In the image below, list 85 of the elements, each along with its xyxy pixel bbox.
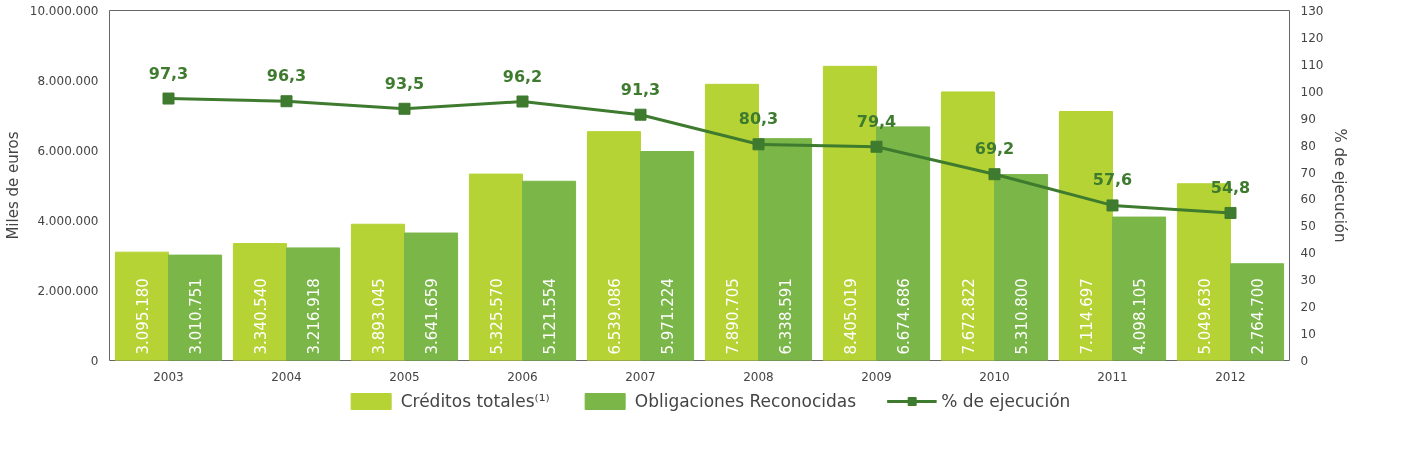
y2-tick-label: 40 <box>1300 246 1316 261</box>
point <box>1224 206 1237 219</box>
y2-tick-label: 20 <box>1300 300 1316 315</box>
bar <box>758 138 813 361</box>
x-tick-label: 2006 <box>507 369 538 384</box>
data-label: 7.672.822 <box>959 278 978 355</box>
y-tick-label: 8.000.000 <box>37 74 99 88</box>
y2-tick-label: 50 <box>1300 219 1316 234</box>
y2-tick-label: 120 <box>1300 30 1324 45</box>
bar <box>586 131 641 361</box>
point <box>1106 199 1119 212</box>
data-label: 6.674.686 <box>895 278 914 355</box>
data-label: 5.310.800 <box>1013 278 1032 355</box>
y2-tick-label: 30 <box>1300 273 1316 288</box>
data-label: 3.216.918 <box>305 278 324 355</box>
y-axis-title: Miles de euros <box>3 131 22 240</box>
x-tick-label: 2005 <box>389 369 420 384</box>
data-label: 7.114.697 <box>1077 278 1096 355</box>
y2-tick-label: 80 <box>1300 138 1316 153</box>
bar <box>522 180 577 361</box>
bar <box>1230 263 1285 361</box>
y-tick-label: 2.000.000 <box>37 284 99 298</box>
point <box>162 92 175 105</box>
bar <box>114 251 169 361</box>
bar <box>1112 216 1167 361</box>
point <box>398 102 411 115</box>
y-tick-label: 10.000.000 <box>29 4 99 18</box>
data-label: 97,3 <box>148 63 189 83</box>
point <box>634 108 647 121</box>
x-tick-label: 2012 <box>1215 369 1246 384</box>
data-label: 93,5 <box>384 73 425 93</box>
legend-label: Obligaciones Reconocidas <box>634 391 857 411</box>
data-label: 4.098.105 <box>1131 278 1150 355</box>
bar <box>286 247 341 361</box>
data-label: 3.340.540 <box>251 278 270 355</box>
x-tick-label: 2011 <box>1097 369 1128 384</box>
x-tick-label: 2008 <box>743 369 774 384</box>
data-label: 7.890.705 <box>723 278 742 355</box>
data-label: 3.893.045 <box>369 278 388 355</box>
data-label: 6.338.591 <box>777 278 796 355</box>
y2-tick-label: 70 <box>1300 165 1316 180</box>
point <box>870 140 883 153</box>
x-tick-label: 2003 <box>153 369 184 384</box>
y-tick-label: 0 <box>90 354 99 368</box>
data-label: 6.539.086 <box>605 278 624 355</box>
data-label: 3.010.751 <box>187 278 206 355</box>
point <box>280 95 293 108</box>
data-label: 8.405.019 <box>841 278 860 355</box>
point <box>752 138 765 151</box>
bar <box>232 243 287 361</box>
bar <box>994 174 1049 361</box>
y2-tick-label: 90 <box>1300 111 1316 126</box>
y-tick-label: 6.000.000 <box>37 144 99 158</box>
y2-tick-label: 60 <box>1300 192 1316 207</box>
x-tick-label: 2007 <box>625 369 656 384</box>
data-label: 5.049.630 <box>1195 278 1214 355</box>
data-label: 5.121.554 <box>541 278 560 355</box>
point <box>516 95 529 108</box>
data-label: 5.971.224 <box>659 278 678 355</box>
bar <box>168 254 223 361</box>
y2-tick-label: 130 <box>1300 4 1324 18</box>
data-label: 96,2 <box>502 66 543 86</box>
data-label: 5.325.570 <box>487 278 506 355</box>
data-label: 91,3 <box>620 79 661 99</box>
legend-label: % de ejecución <box>941 391 1071 411</box>
data-label: 57,6 <box>1092 170 1133 190</box>
data-label: 96,3 <box>266 66 307 86</box>
y2-tick-label: 100 <box>1300 84 1324 99</box>
legend-label: Créditos totales⁽¹⁾ <box>400 391 550 411</box>
point <box>988 168 1001 181</box>
x-tick-label: 2009 <box>861 369 892 384</box>
bar <box>350 223 405 361</box>
x-tick-label: 2010 <box>979 369 1010 384</box>
y-tick-label: 4.000.000 <box>37 214 99 228</box>
data-label: 3.095.180 <box>133 278 152 355</box>
y2-tick-label: 110 <box>1300 57 1324 72</box>
x-tick-label: 2004 <box>271 369 302 384</box>
bar <box>468 173 523 361</box>
bar <box>404 232 459 361</box>
y2-tick-label: 10 <box>1300 327 1316 342</box>
y2-tick-label: 0 <box>1300 354 1309 368</box>
data-label: 3.641.659 <box>423 278 442 355</box>
y2-axis-title: % de ejecución <box>1331 128 1350 243</box>
data-label: 2.764.700 <box>1249 278 1268 355</box>
bar <box>640 151 695 361</box>
